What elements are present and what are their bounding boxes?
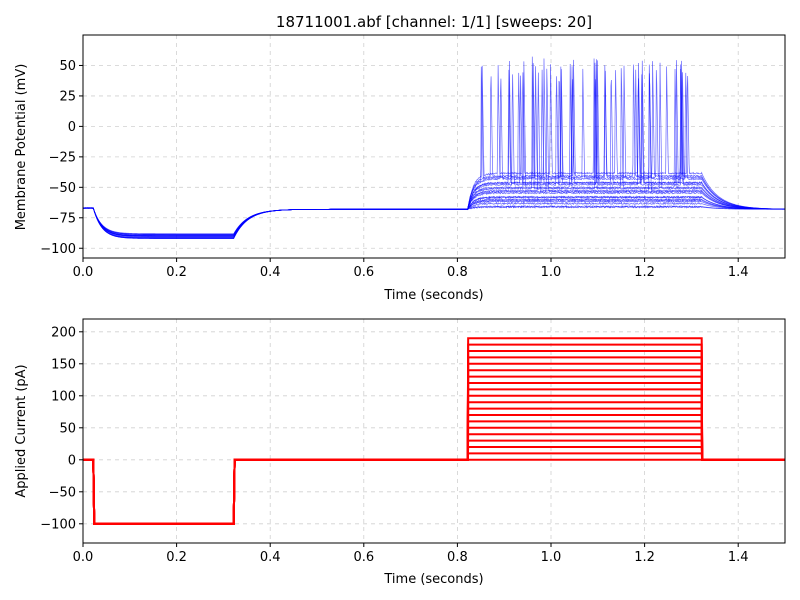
current-y-tick-label: −50 [49,485,76,500]
current-plot-frame [82,318,786,544]
voltage-x-tick-label: 1.4 [728,265,749,280]
voltage-y-axis-label: Membrane Potential (mV) [14,64,29,231]
voltage-chart-title: 18711001.abf [channel: 1/1] [sweeps: 20] [276,13,592,31]
voltage-y-tick-label: 50 [59,59,76,74]
voltage-plot-frame [82,34,786,259]
current-y-tick-label: −100 [40,517,76,532]
current-x-tick-label: 0.2 [166,550,187,565]
current-x-ticks: 0.0 0.2 0.4 0.6 0.8 1.0 1.2 1.4 [73,543,749,565]
voltage-traces [82,56,786,239]
voltage-panel: 18711001.abf [channel: 1/1] [sweeps: 20]… [14,13,786,303]
voltage-x-tick-label: 0.0 [73,265,94,280]
current-x-tick-label: 0.8 [447,550,468,565]
voltage-x-tick-label: 0.2 [166,265,187,280]
current-x-tick-label: 0.6 [353,550,374,565]
voltage-y-tick-label: −25 [49,150,76,165]
current-x-tick-label: 1.4 [728,550,749,565]
current-y-tick-label: 100 [51,389,76,404]
current-traces [83,337,785,525]
current-x-tick-label: 0.4 [260,550,281,565]
voltage-x-ticks: 0.0 0.2 0.4 0.6 0.8 1.0 1.2 1.4 [73,258,749,280]
current-x-tick-label: 0.0 [73,550,94,565]
voltage-x-tick-label: 0.6 [353,265,374,280]
voltage-y-tick-label: −75 [49,211,76,226]
current-y-tick-label: 150 [51,357,76,372]
voltage-y-ticks: 50 25 0 −25 −50 −75 −100 [40,59,83,257]
current-x-axis-label: Time (seconds) [383,572,483,587]
voltage-x-axis-label: Time (seconds) [383,288,483,303]
voltage-x-tick-label: 0.8 [447,265,468,280]
current-y-tick-label: 200 [51,325,76,340]
voltage-x-tick-label: 1.0 [541,265,562,280]
current-sweep-20 [83,337,785,525]
voltage-y-tick-label: −100 [40,242,76,257]
voltage-y-tick-label: 0 [68,120,76,135]
current-x-tick-label: 1.0 [541,550,562,565]
voltage-y-tick-label: 25 [59,89,76,104]
current-panel: 0.0 0.2 0.4 0.6 0.8 1.0 1.2 1.4 200 150 100 50 0 −50… [14,318,786,587]
current-y-tick-label: 0 [68,453,76,468]
current-y-axis-label: Applied Current (pA) [14,364,29,497]
voltage-x-tick-label: 0.4 [260,265,281,280]
current-x-tick-label: 1.2 [634,550,655,565]
voltage-x-tick-label: 1.2 [634,265,655,280]
current-y-tick-label: 50 [59,421,76,436]
current-y-ticks: 200 150 100 50 0 −50 −100 [40,325,83,532]
voltage-sweep-20 [82,58,785,236]
voltage-y-tick-label: −50 [49,181,76,196]
